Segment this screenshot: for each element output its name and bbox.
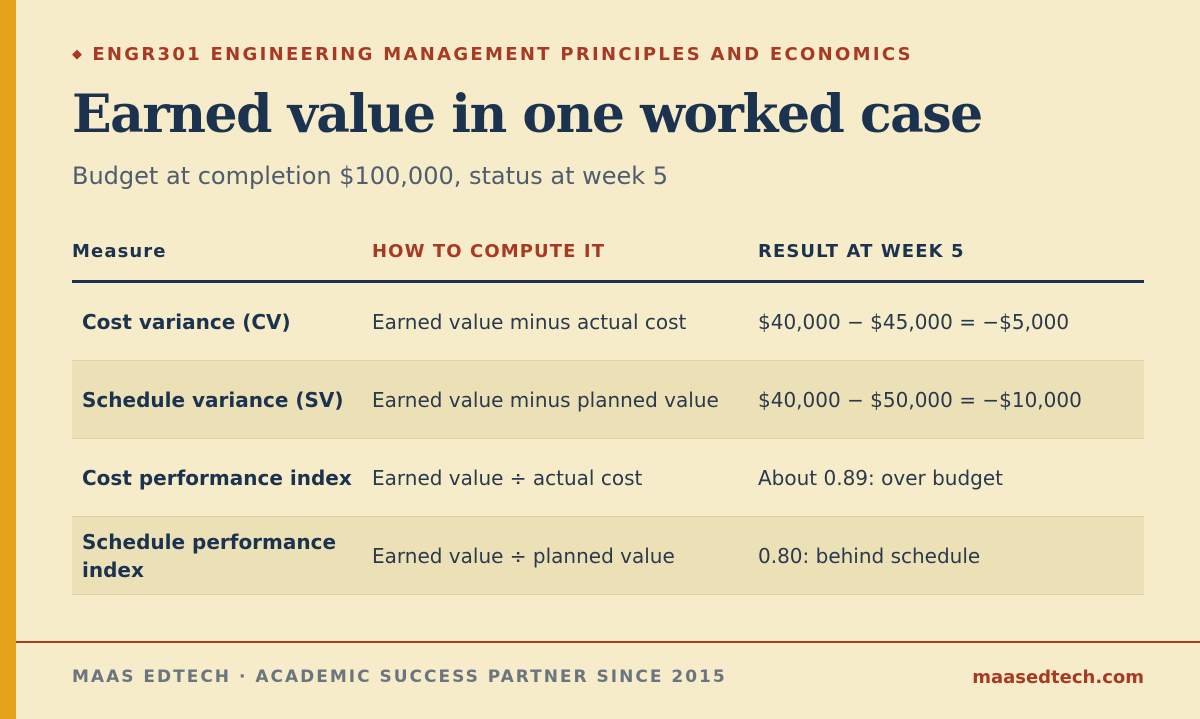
diamond-icon: ◆: [72, 47, 85, 62]
course-title: ENGR301 ENGINEERING MANAGEMENT PRINCIPLE…: [92, 44, 913, 65]
result-cell: About 0.89: over budget: [758, 438, 1144, 517]
compute-cell: Earned value ÷ planned value: [372, 516, 758, 595]
column-header-measure: Measure: [72, 222, 372, 283]
measure-cell: Schedule performance index: [72, 516, 372, 595]
compute-cell: Earned value minus actual cost: [372, 281, 758, 361]
table-header-row: Measure HOW TO COMPUTE IT RESULT AT WEEK…: [72, 222, 1144, 283]
result-cell: $40,000 − $50,000 = −$10,000: [758, 360, 1144, 439]
course-label: ◆ ENGR301 ENGINEERING MANAGEMENT PRINCIPL…: [72, 44, 913, 65]
page-title: Earned value in one worked case: [72, 84, 983, 145]
result-cell: $40,000 − $45,000 = −$5,000: [758, 281, 1144, 361]
footer-website-link[interactable]: maasedtech.com: [972, 667, 1144, 688]
column-header-result: RESULT AT WEEK 5: [758, 222, 1144, 283]
footer-brand: MAAS EDTECH · ACADEMIC SUCCESS PARTNER S…: [72, 667, 727, 687]
column-header-compute: HOW TO COMPUTE IT: [372, 222, 758, 283]
table-row: Schedule variance (SV) Earned value minu…: [72, 360, 1144, 439]
measure-cell: Schedule variance (SV): [72, 360, 372, 439]
compute-cell: Earned value minus planned value: [372, 360, 758, 439]
left-accent-bar: [0, 0, 16, 719]
measure-cell: Cost variance (CV): [72, 281, 372, 361]
measure-cell: Cost performance index: [72, 438, 372, 517]
footer-divider: [16, 641, 1200, 643]
table-row: Cost variance (CV) Earned value minus ac…: [72, 281, 1144, 361]
table-row: Schedule performance index Earned value …: [72, 516, 1144, 595]
result-cell: 0.80: behind schedule: [758, 516, 1144, 595]
page-subtitle: Budget at completion $100,000, status at…: [72, 162, 669, 190]
compute-cell: Earned value ÷ actual cost: [372, 438, 758, 517]
table-row: Cost performance index Earned value ÷ ac…: [72, 438, 1144, 517]
earned-value-table: Measure HOW TO COMPUTE IT RESULT AT WEEK…: [72, 222, 1144, 595]
